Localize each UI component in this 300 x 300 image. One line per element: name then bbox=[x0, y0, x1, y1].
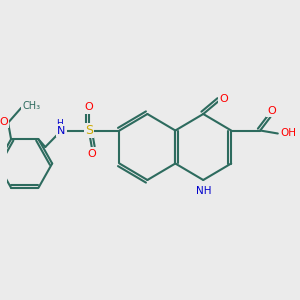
Text: CH₃: CH₃ bbox=[22, 101, 40, 111]
Text: NH: NH bbox=[196, 185, 211, 196]
Text: O: O bbox=[87, 148, 96, 159]
Text: O: O bbox=[85, 102, 93, 112]
Text: H: H bbox=[57, 119, 63, 128]
Text: O: O bbox=[268, 106, 276, 116]
Text: O: O bbox=[219, 94, 228, 104]
Text: N: N bbox=[57, 125, 66, 136]
Text: S: S bbox=[85, 124, 93, 137]
Text: O: O bbox=[0, 117, 8, 127]
Text: OH: OH bbox=[280, 128, 296, 139]
